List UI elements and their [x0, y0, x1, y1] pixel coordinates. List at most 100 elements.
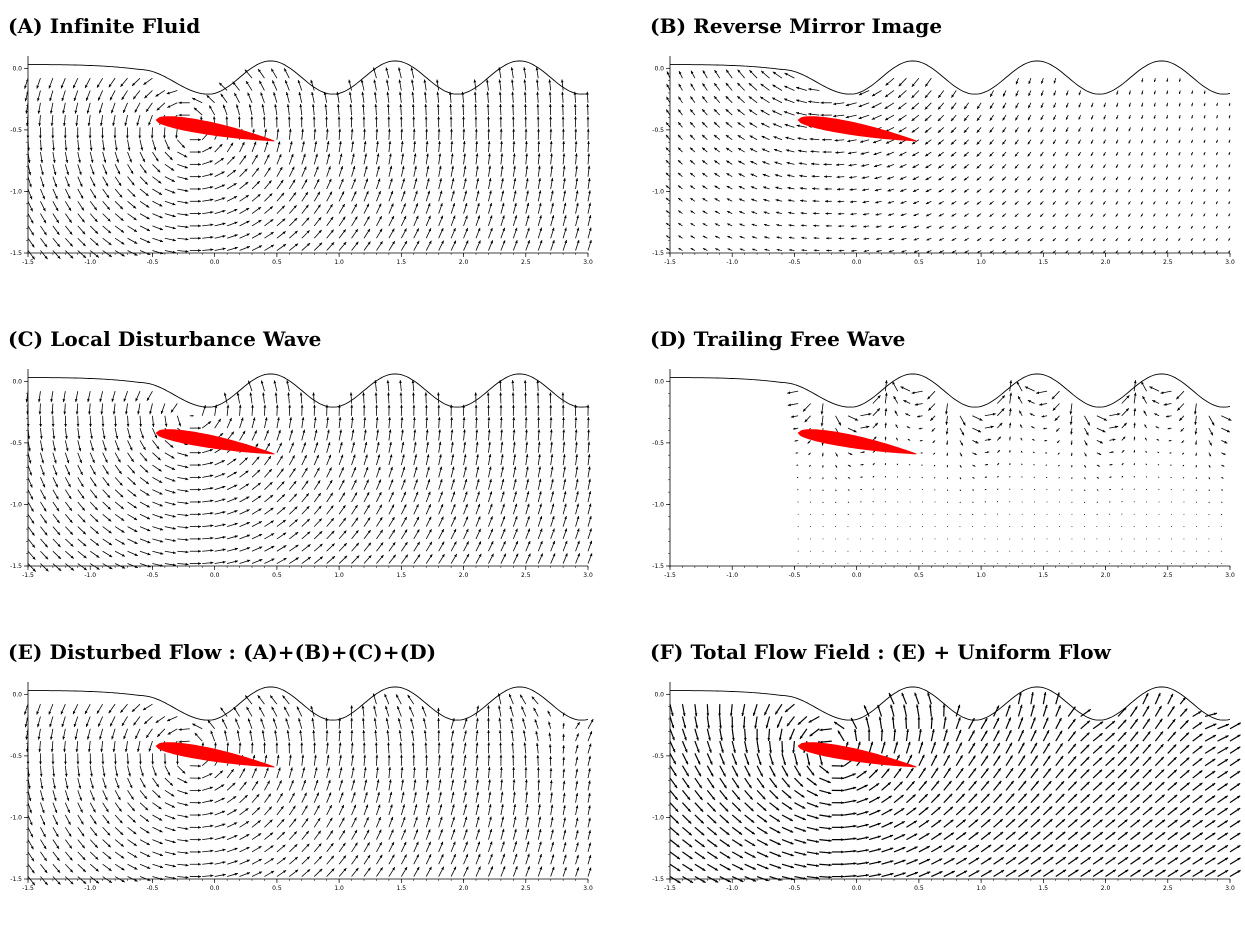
- quiver-arrowhead: [1191, 129, 1193, 131]
- quiver-arrowhead: [537, 405, 540, 408]
- quiver-arrowhead: [774, 149, 777, 152]
- quiver-arrowhead: [549, 92, 552, 95]
- quiver-dot: [897, 514, 898, 515]
- quiver-arrowhead: [235, 523, 238, 526]
- quiver-arrowhead: [399, 104, 402, 107]
- quiver-arrowhead: [586, 92, 589, 95]
- quiver-arrowhead: [488, 141, 491, 144]
- quiver-dot: [1059, 514, 1060, 515]
- quiver-arrowhead: [825, 200, 828, 203]
- quiver-arrowhead: [797, 125, 800, 128]
- quiver-arrowhead: [325, 116, 328, 119]
- quiver-arrowhead: [64, 136, 67, 139]
- quiver-arrowhead: [464, 178, 467, 181]
- quiver-arrowhead: [401, 417, 404, 420]
- quiver-arrowhead: [462, 116, 465, 119]
- quiver-dot: [1009, 538, 1010, 539]
- quiver-arrowhead: [763, 199, 766, 202]
- quiver-arrowhead: [438, 129, 441, 132]
- quiver-dot: [885, 551, 886, 552]
- quiver-arrowhead: [527, 516, 530, 519]
- quiver-dot: [1034, 526, 1035, 527]
- x-tick-label: -0.5: [147, 572, 159, 579]
- quiver-arrowhead: [823, 151, 826, 154]
- quiver-dot: [1109, 551, 1110, 552]
- quiver-arrowhead: [172, 203, 175, 206]
- quiver-arrowhead: [198, 249, 201, 252]
- quiver-arrowhead: [490, 504, 493, 507]
- quiver-arrowhead: [138, 136, 141, 139]
- quiver-dot: [798, 538, 799, 539]
- x-tick-label: 2.5: [1163, 259, 1173, 266]
- quiver-arrowhead: [502, 215, 505, 218]
- quiver-arrowhead: [838, 212, 841, 215]
- x-tick-label: 0.5: [272, 572, 282, 579]
- quiver-arrowhead: [415, 479, 418, 482]
- quiver-dot: [872, 551, 873, 552]
- quiver-arrowhead: [116, 159, 119, 162]
- quiver-arrowhead: [437, 405, 440, 408]
- quiver-arrowhead: [54, 184, 57, 187]
- quiver-arrowhead: [463, 417, 466, 420]
- quiver-arrowhead: [524, 392, 527, 395]
- quiver-arrowhead: [338, 129, 341, 132]
- quiver-arrowhead: [538, 429, 541, 432]
- quiver-arrowhead: [563, 479, 566, 482]
- quiver-dot: [897, 563, 898, 564]
- quiver-arrowhead: [262, 104, 265, 107]
- quiver-arrowhead: [102, 424, 105, 427]
- quiver-arrowhead: [276, 405, 279, 408]
- quiver-arrowhead: [222, 486, 225, 489]
- quiver-arrowhead: [462, 104, 465, 107]
- quiver-dot: [1034, 502, 1035, 503]
- quiver-arrowhead: [53, 160, 56, 163]
- quiver-arrowhead: [868, 413, 871, 416]
- quiver-arrowhead: [550, 417, 553, 420]
- quiver-arrowhead: [575, 417, 578, 420]
- quiver-dot: [835, 538, 836, 539]
- quiver-arrowhead: [41, 448, 44, 451]
- y-tick-label: -1.5: [10, 563, 22, 570]
- quiver-arrowhead: [812, 175, 815, 178]
- quiver-arrowhead: [1166, 129, 1168, 131]
- quiver-arrowhead: [27, 136, 30, 139]
- quiver-arrowhead: [475, 405, 478, 408]
- quiver-arrowhead: [52, 148, 55, 151]
- quiver-arrowhead: [524, 92, 527, 95]
- quiver-arrowhead: [198, 225, 201, 228]
- quiver-arrowhead: [562, 405, 565, 408]
- x-tick-label: 0.0: [210, 259, 220, 266]
- x-tick-label: 1.5: [397, 572, 407, 579]
- quiver-arrowhead: [811, 163, 814, 166]
- quiver-arrowhead: [514, 190, 517, 193]
- quiver-dot: [1022, 538, 1023, 539]
- quiver-arrowhead: [788, 404, 791, 407]
- quiver-arrowhead: [412, 392, 415, 395]
- quiver-arrowhead: [427, 191, 430, 194]
- quiver-dot: [810, 563, 811, 564]
- quiver-arrowhead: [515, 228, 518, 231]
- quiver-arrowhead: [353, 455, 356, 458]
- quiver-dot: [960, 526, 961, 527]
- quiver-arrowhead: [866, 426, 869, 429]
- quiver-arrowhead: [478, 504, 481, 507]
- quiver-arrowhead: [862, 188, 865, 191]
- quiver-arrowhead: [501, 178, 504, 181]
- quiver-arrowhead: [552, 528, 555, 531]
- quiver-arrowhead: [826, 237, 829, 239]
- quiver-arrowhead: [426, 442, 429, 445]
- quiver-arrowhead: [263, 405, 266, 408]
- quiver-dot: [947, 538, 948, 539]
- quiver-arrowhead: [536, 92, 539, 95]
- quiver-arrowhead: [425, 405, 428, 408]
- quiver-arrowhead: [377, 442, 380, 445]
- quiver-arrowhead: [537, 129, 540, 132]
- quiver-arrowhead: [350, 116, 353, 119]
- y-tick-label: 0.0: [654, 378, 664, 385]
- quiver-dot: [1034, 538, 1035, 539]
- x-tick-label: 3.0: [1225, 259, 1235, 266]
- quiver-arrowhead: [315, 442, 318, 445]
- quiver-dot: [984, 551, 985, 552]
- quiver-arrowhead: [173, 527, 176, 530]
